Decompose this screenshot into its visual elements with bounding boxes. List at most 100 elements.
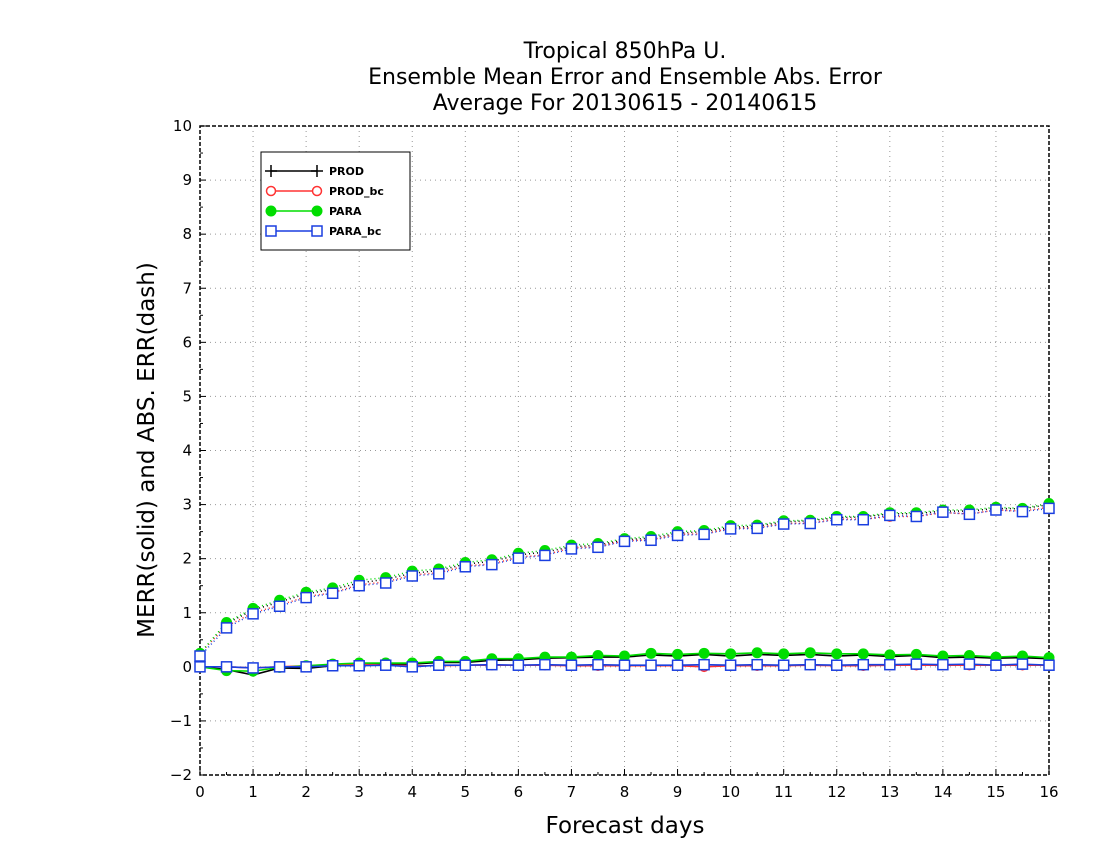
abs-err-point-para-bc: [831, 513, 843, 526]
legend-marker-prod-bc: [311, 185, 323, 197]
legend-label-para-bc: PARA_bc: [329, 225, 381, 238]
abs-err-line-prod-bc: [199, 506, 1050, 654]
abs-err-point-para-bc: [884, 509, 896, 522]
abs-err-point-para-bc: [937, 506, 949, 518]
y-tick-label: 3: [182, 496, 192, 514]
abs-err-point-para-bc: [512, 552, 525, 564]
abs-err-point-para-bc: [247, 608, 259, 620]
x-tick-label: 12: [827, 783, 846, 801]
abs-err-point-para-bc: [698, 528, 710, 541]
legend-marker-para: [265, 205, 277, 217]
merr-point-para-bc: [565, 659, 578, 671]
x-tick-label: 10: [721, 783, 740, 801]
markers-para-bc: [194, 502, 1055, 674]
legend-marker-prod: [265, 165, 277, 177]
y-tick-label: 9: [182, 171, 192, 189]
abs-err-point-para-bc: [804, 517, 816, 530]
legend-item-para: PARA: [265, 205, 362, 218]
y-tick-label: 7: [182, 279, 192, 297]
y-tick-label: 8: [182, 225, 192, 243]
merr-point-para-bc: [300, 661, 312, 673]
merr-point-para: [831, 648, 843, 660]
legend-marker-para: [311, 205, 323, 217]
x-tick-label: 0: [195, 783, 205, 801]
merr-point-para-bc: [724, 659, 737, 671]
x-tick-label: 6: [514, 783, 524, 801]
merr-point-para-bc: [539, 658, 551, 671]
merr-point-para: [672, 648, 684, 660]
legend-item-prod: PROD: [265, 165, 364, 178]
merr-point-para-bc: [857, 658, 870, 671]
merr-point-para-bc: [220, 661, 233, 673]
legend-marker-para-bc: [311, 225, 323, 237]
abs-err-line-para-bc: [199, 507, 1050, 657]
y-tick-label: 1: [182, 604, 192, 622]
abs-err-point-para-bc: [539, 549, 551, 562]
merr-point-para-bc: [910, 658, 923, 670]
y-tick-label: 6: [182, 333, 192, 351]
abs-err-point-para-bc: [486, 558, 498, 571]
abs-err-point-para-bc: [273, 600, 286, 613]
merr-point-para-bc: [804, 658, 816, 671]
merr-point-para: [725, 648, 737, 660]
abs-err-point-para-bc: [353, 579, 365, 592]
merr-point-para: [804, 647, 816, 659]
merr-point-para-bc: [406, 661, 418, 673]
merr-point-para: [778, 648, 790, 660]
legend-label-prod: PROD: [329, 165, 364, 178]
merr-point-para-bc: [353, 660, 365, 672]
x-tick-label: 9: [673, 783, 683, 801]
y-tick-label: −1: [170, 712, 192, 730]
abs-err-point-para-bc: [194, 650, 206, 662]
abs-err-point-para-bc: [751, 522, 763, 535]
abs-err-point-para-bc: [645, 534, 657, 547]
legend-item-prod-bc: PROD_bc: [265, 185, 384, 198]
merr-point-para-bc: [512, 659, 525, 671]
x-tick-label: 14: [933, 783, 952, 801]
merr-point-para-bc: [831, 659, 843, 671]
abs-err-line-para: [199, 502, 1050, 654]
abs-err-point-para-bc: [963, 508, 976, 521]
legend-marker-prod: [311, 165, 323, 177]
merr-point-para-bc: [698, 658, 710, 671]
merr-point-para-bc: [937, 658, 949, 671]
chart-title: Tropical 850hPa U. Ensemble Mean Error a…: [368, 39, 883, 116]
x-tick-label: 7: [567, 783, 577, 801]
merr-point-para-bc: [194, 661, 206, 673]
merr-point-para-bc: [486, 658, 498, 671]
merr-point-para-bc: [247, 662, 259, 674]
abs-err-point-para-bc: [326, 587, 339, 600]
y-tick-label: −2: [170, 766, 192, 784]
abs-err-point-para-bc: [990, 504, 1002, 516]
x-tick-label: 4: [407, 783, 417, 801]
abs-err-point-para-bc: [671, 529, 684, 542]
title-line-1: Tropical 850hPa U.: [523, 39, 727, 64]
merr-point-para-bc: [751, 658, 763, 671]
y-axis-label: MERR(solid) and ABS. ERR(dash): [134, 262, 160, 638]
legend-item-para-bc: PARA_bc: [265, 225, 381, 238]
merr-point-para-bc: [671, 659, 684, 671]
merr-point-para: [884, 649, 896, 661]
x-tick-label: 11: [774, 783, 793, 801]
merr-point-para-bc: [1016, 658, 1029, 670]
merr-point-para: [698, 647, 710, 659]
merr-point-para-bc: [645, 659, 657, 671]
abs-err-point-para-bc: [220, 622, 233, 634]
merr-point-para-bc: [777, 659, 790, 671]
y-tick-label: 5: [182, 387, 192, 405]
merr-point-para-bc: [459, 659, 472, 671]
abs-err-point-para-bc: [1016, 505, 1029, 518]
abs-err-point-para-bc: [1043, 502, 1055, 515]
x-axis-label: Forecast days: [546, 813, 705, 839]
merr-point-para-bc: [326, 660, 339, 672]
abs-err-point-para-bc: [433, 568, 445, 580]
x-tick-label: 16: [1039, 783, 1058, 801]
x-tick-label: 13: [880, 783, 899, 801]
merr-point-para-bc: [963, 658, 976, 670]
series-layer: [194, 498, 1055, 677]
merr-point-para: [751, 647, 763, 659]
x-tick-label: 8: [620, 783, 630, 801]
merr-point-para-bc: [273, 661, 286, 673]
